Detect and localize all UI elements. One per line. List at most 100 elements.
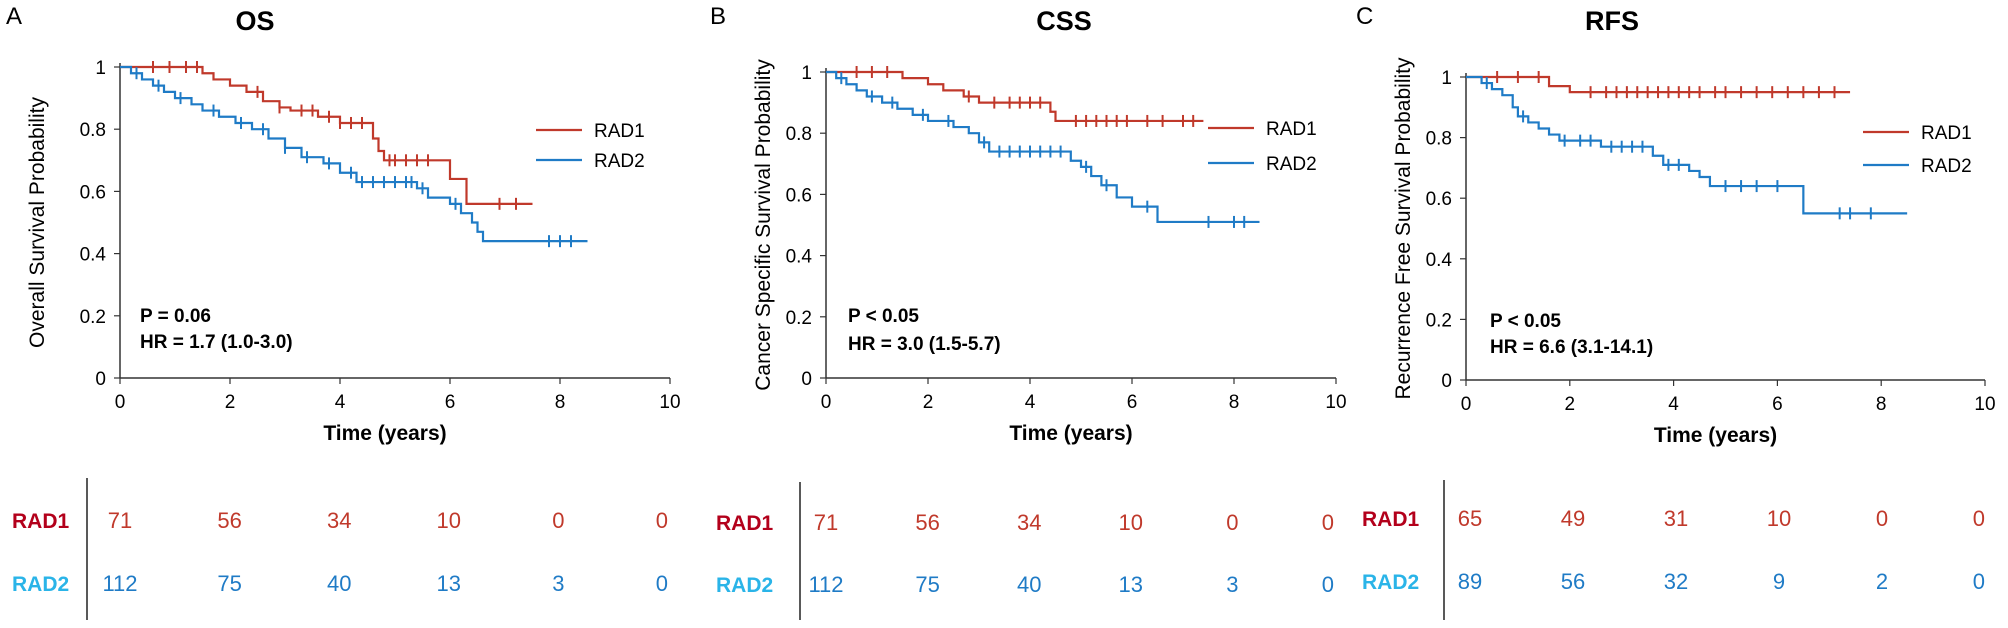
legend-label-rad1: RAD1: [1921, 123, 1972, 144]
x-tick-label: 0: [115, 392, 126, 413]
risk-count-rad2: 3: [552, 571, 564, 596]
x-tick-label: 2: [923, 392, 934, 413]
risk-count-rad2: 0: [656, 571, 668, 596]
risk-count-rad1: 56: [915, 510, 939, 535]
risk-count-rad1: 31: [1664, 506, 1688, 531]
risk-count-rad2: 13: [437, 571, 461, 596]
x-tick-label: 8: [555, 392, 566, 413]
risk-row-label-rad1: RAD1: [1362, 508, 1419, 531]
risk-row-label-rad2: RAD2: [716, 574, 773, 597]
x-tick-label: 10: [659, 392, 680, 413]
risk-count-rad2: 32: [1664, 569, 1688, 594]
y-axis-label: Recurrence Free Survival Probability: [1392, 57, 1415, 399]
risk-count-rad2: 9: [1773, 569, 1785, 594]
y-tick-label: 0.8: [1426, 129, 1452, 150]
panel-b: B CSS 0 2 4 6 8 10 0 0.2 0.4 0.6 0.8 1 Time (years) Can…: [710, 3, 1347, 620]
risk-count-rad2: 112: [102, 571, 137, 596]
risk-count-rad1: 10: [1119, 510, 1143, 535]
risk-count-rad1: 0: [552, 508, 564, 533]
y-tick-label: 0.4: [1426, 250, 1453, 271]
panel-c: C RFS 0 2 4 6 8 10 0 0.2 0.4 0.6 0.8 1 Time (years) Rec…: [1356, 3, 1996, 620]
y-axis-label: Overall Survival Probability: [26, 97, 49, 348]
risk-count-rad1: 65: [1458, 506, 1482, 531]
hazard-ratio: HR = 6.6 (3.1-14.1): [1490, 337, 1653, 358]
x-tick-label: 8: [1229, 392, 1240, 413]
x-tick-label: 4: [1668, 394, 1679, 415]
risk-count-rad1: 71: [814, 510, 838, 535]
risk-count-rad2: 56: [1561, 569, 1585, 594]
risk-count-rad2: 112: [808, 572, 843, 597]
risk-count-rad2: 0: [1973, 569, 1985, 594]
y-tick-label: 1: [95, 58, 106, 79]
p-value: P = 0.06: [140, 306, 211, 327]
y-tick-label: 0.6: [786, 185, 812, 206]
hazard-ratio: HR = 3.0 (1.5-5.7): [848, 334, 1001, 355]
x-axis-label: Time (years): [1654, 424, 1777, 447]
x-tick-label: 0: [821, 392, 832, 413]
risk-row-label-rad1: RAD1: [12, 510, 69, 533]
panel-letter: A: [6, 3, 22, 30]
x-tick-label: 6: [1772, 394, 1783, 415]
risk-count-rad2: 3: [1226, 572, 1238, 597]
legend-label-rad2: RAD2: [1266, 154, 1317, 175]
risk-count-rad2: 40: [1017, 572, 1041, 597]
risk-count-rad1: 10: [437, 508, 461, 533]
risk-count-rad2: 75: [217, 571, 241, 596]
risk-row-label-rad2: RAD2: [12, 573, 69, 596]
risk-count-rad2: 0: [1322, 572, 1334, 597]
legend-label-rad2: RAD2: [1921, 156, 1972, 177]
risk-count-rad2: 2: [1876, 569, 1888, 594]
survival-curve-rad2: [826, 70, 1260, 224]
risk-row-label-rad1: RAD1: [716, 512, 773, 535]
p-value: P < 0.05: [848, 306, 919, 327]
risk-count-rad2: 89: [1458, 569, 1482, 594]
y-tick-label: 0.2: [1426, 310, 1452, 331]
risk-count-rad1: 49: [1561, 506, 1585, 531]
chart-title: RFS: [1585, 6, 1639, 36]
x-tick-label: 10: [1325, 392, 1346, 413]
y-tick-label: 1: [801, 63, 812, 84]
legend-label-rad1: RAD1: [1266, 119, 1317, 140]
risk-count-rad1: 0: [1322, 510, 1334, 535]
risk-row-label-rad2: RAD2: [1362, 571, 1419, 594]
y-tick-label: 0: [95, 369, 106, 390]
risk-count-rad2: 13: [1119, 572, 1143, 597]
x-tick-label: 4: [1025, 392, 1036, 413]
y-tick-label: 0.8: [80, 120, 106, 141]
risk-count-rad1: 34: [1017, 510, 1041, 535]
survival-curve-rad1: [120, 65, 533, 205]
y-tick-label: 1: [1441, 68, 1452, 89]
y-tick-label: 0.6: [80, 182, 106, 203]
x-tick-label: 6: [445, 392, 456, 413]
risk-count-rad1: 56: [217, 508, 241, 533]
y-tick-label: 0.2: [786, 308, 812, 329]
risk-count-rad1: 0: [1226, 510, 1238, 535]
panel-a: A OS 0 2 4 6 8 10 0 0.2 0.4 0.6 0.8 1 Time (years) Over…: [6, 3, 681, 620]
x-tick-label: 4: [335, 392, 346, 413]
panel-letter: B: [710, 3, 726, 30]
y-tick-label: 0: [1441, 371, 1452, 392]
risk-count-rad1: 0: [1973, 506, 1985, 531]
x-tick-label: 8: [1876, 394, 1887, 415]
p-value: P < 0.05: [1490, 311, 1561, 332]
y-tick-label: 0.4: [786, 247, 813, 268]
y-tick-label: 0.4: [80, 245, 107, 266]
risk-count-rad1: 34: [327, 508, 351, 533]
y-axis-label: Cancer Specific Survival Probability: [752, 59, 775, 391]
x-axis-label: Time (years): [1009, 422, 1132, 445]
risk-count-rad1: 0: [656, 508, 668, 533]
survival-curve-rad1: [826, 70, 1204, 123]
panel-letter: C: [1356, 3, 1373, 30]
risk-count-rad1: 0: [1876, 506, 1888, 531]
risk-count-rad2: 40: [327, 571, 351, 596]
chart-title: OS: [235, 6, 274, 36]
x-tick-label: 6: [1127, 392, 1138, 413]
x-tick-label: 0: [1461, 394, 1472, 415]
x-tick-label: 2: [225, 392, 236, 413]
risk-count-rad1: 71: [108, 508, 132, 533]
y-tick-label: 0.2: [80, 307, 106, 328]
y-tick-label: 0.8: [786, 124, 812, 145]
y-tick-label: 0: [801, 369, 812, 390]
legend-label-rad1: RAD1: [594, 121, 645, 142]
y-tick-label: 0.6: [1426, 189, 1452, 210]
